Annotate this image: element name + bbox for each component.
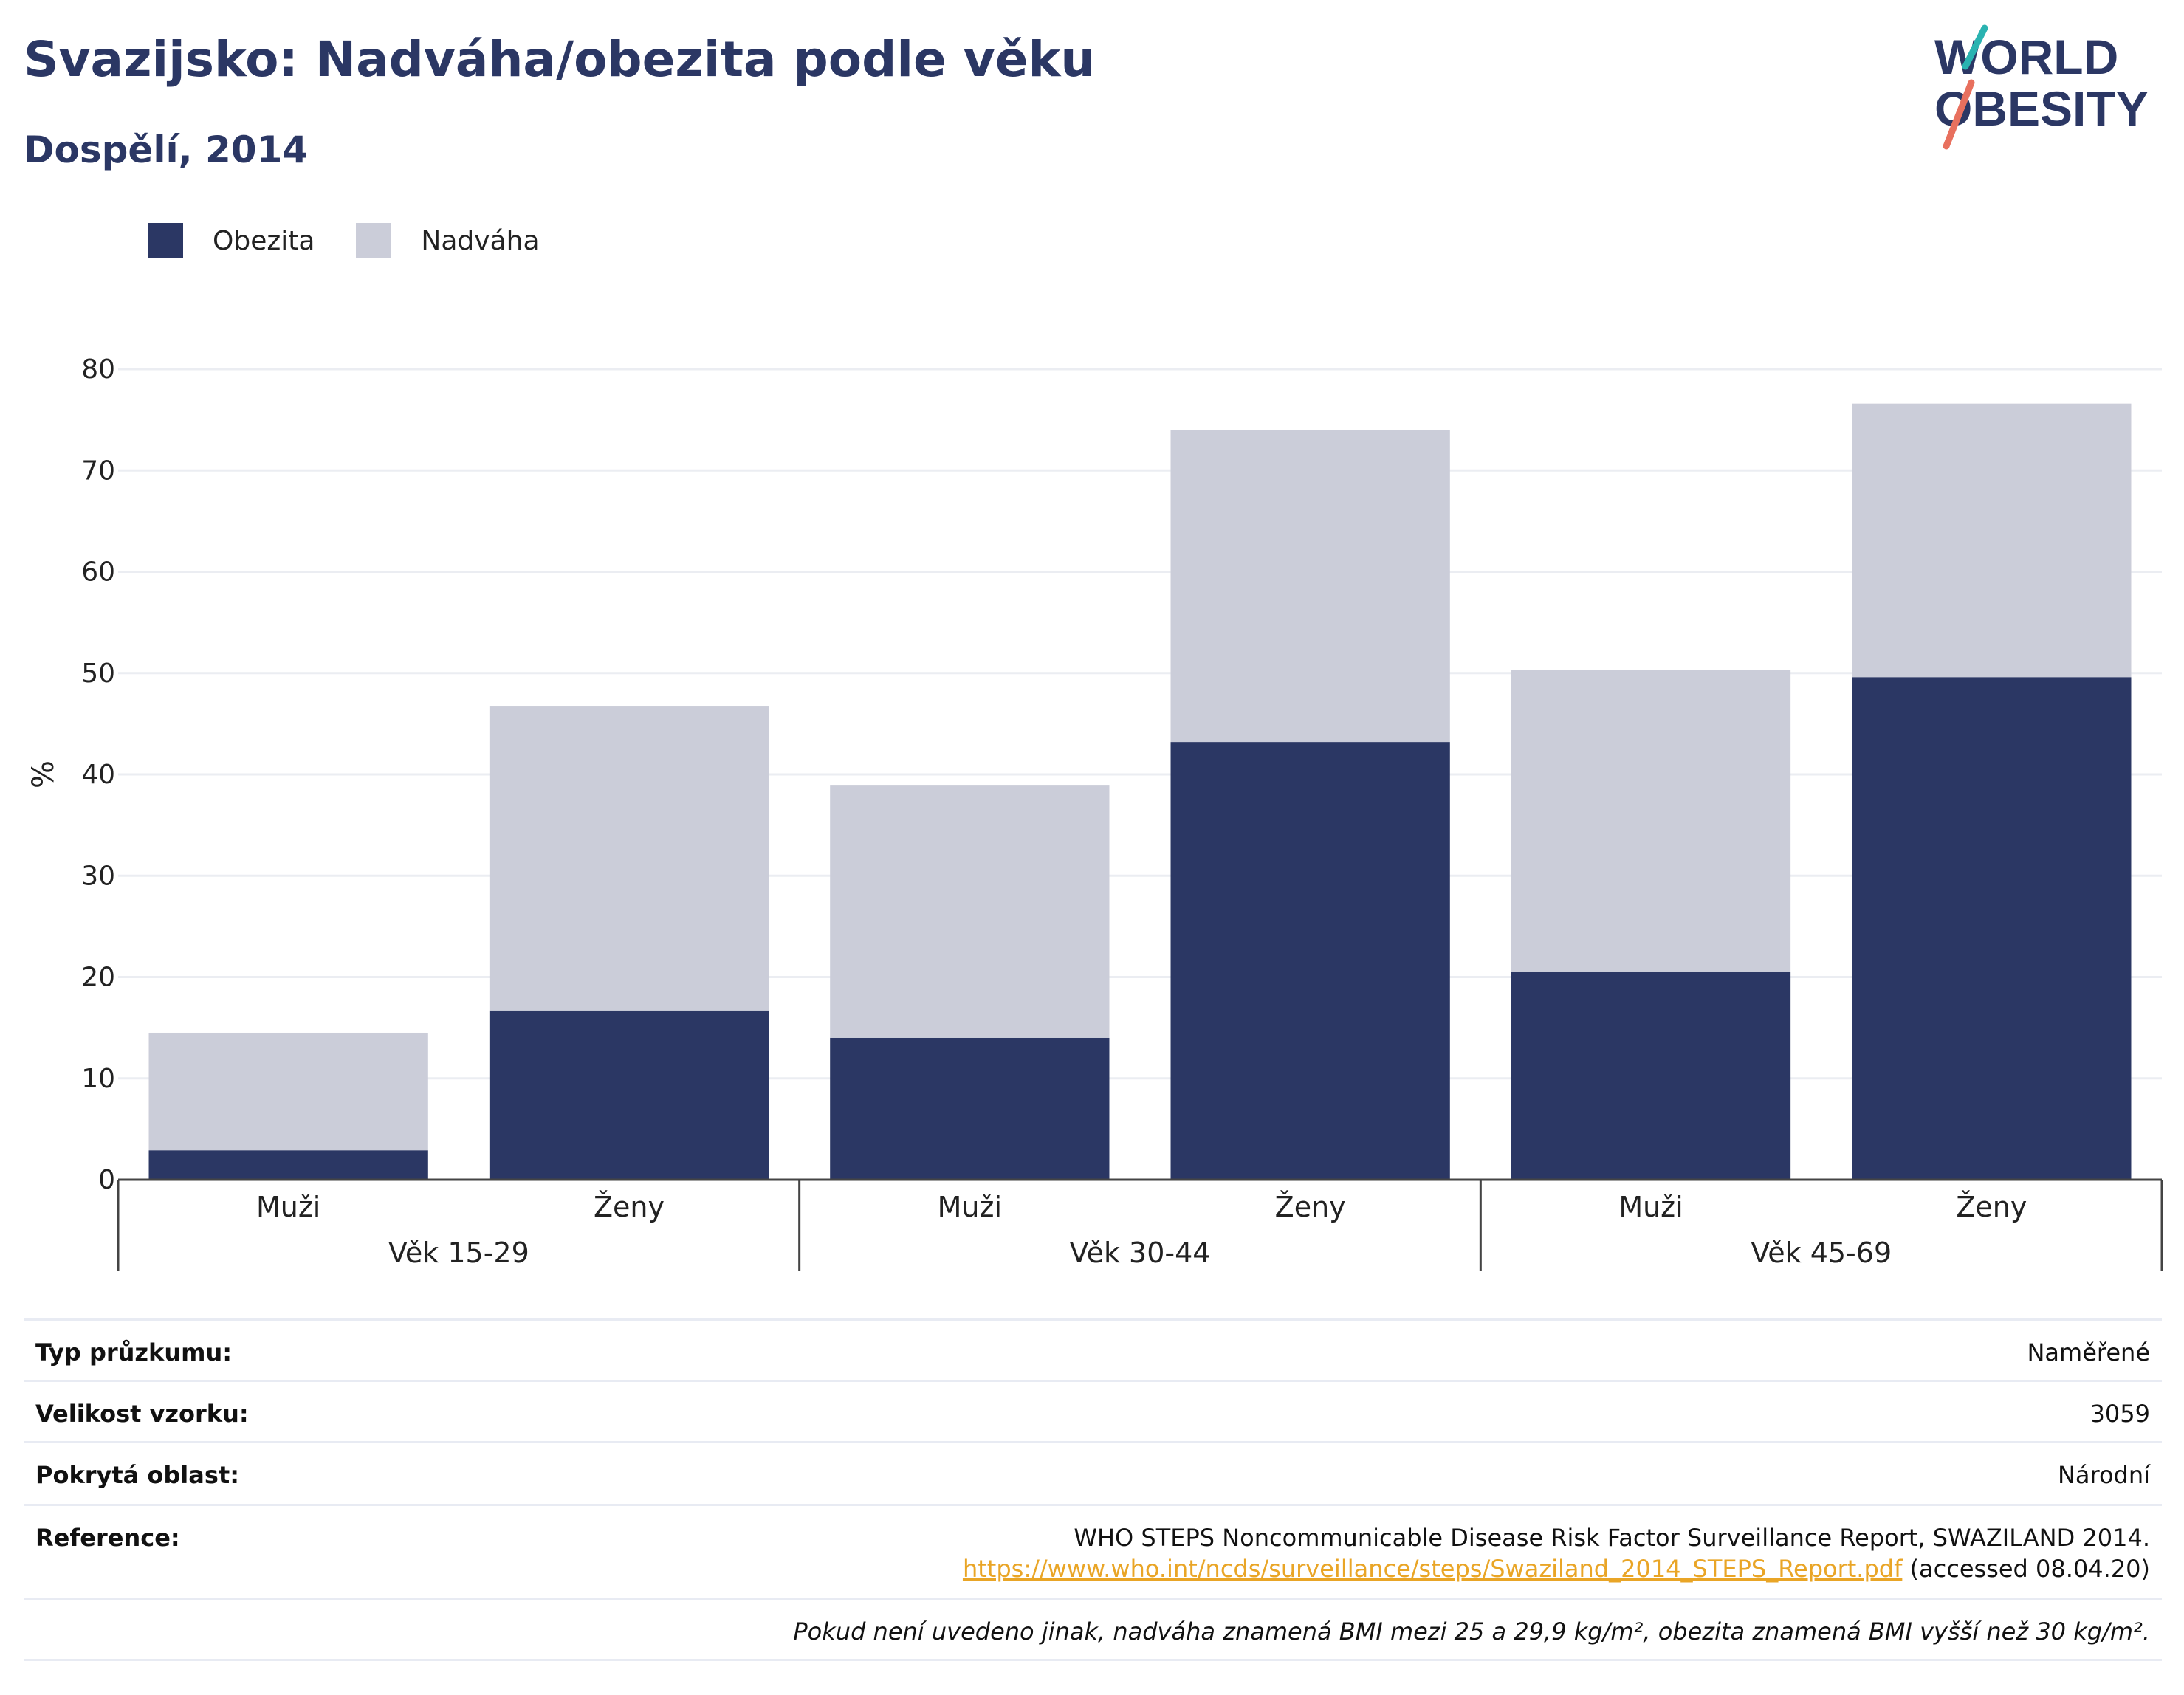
legend-item-obesity: Obezita xyxy=(148,223,315,258)
y-tick-label: 20 xyxy=(81,963,115,993)
x-tick-label: Ženy xyxy=(1275,1191,1346,1223)
survey-info-table: Typ průzkumu: Naměřené Velikost vzorku: … xyxy=(24,1318,2162,1661)
x-tick-label: Ženy xyxy=(1956,1191,2027,1223)
x-tick-label: Muži xyxy=(938,1191,1002,1223)
bar-overweight xyxy=(1170,430,1450,743)
legend-swatch-obesity xyxy=(148,223,183,258)
world-obesity-logo: WORLD OBESITY xyxy=(1934,24,2149,150)
bar-obesity xyxy=(489,1010,769,1180)
bar-overweight xyxy=(1511,670,1791,972)
page-title: Svazijsko: Nadváha/obezita podle věku xyxy=(24,31,1096,88)
chart-legend: Obezita Nadváha xyxy=(148,221,581,260)
bar-obesity xyxy=(148,1150,428,1180)
y-tick-label: 40 xyxy=(81,760,115,790)
sample-size-value: 3059 xyxy=(2089,1400,2150,1428)
coverage-label: Pokrytá oblast: xyxy=(35,1461,239,1489)
group-label: Věk 45-69 xyxy=(1751,1237,1892,1269)
bar-obesity xyxy=(1852,677,2132,1180)
y-tick-label: 60 xyxy=(81,557,115,588)
survey-type-label: Typ průzkumu: xyxy=(35,1338,233,1366)
sample-size-label: Velikost vzorku: xyxy=(35,1400,249,1428)
reference-link-line: https://www.who.int/ncds/surveillance/st… xyxy=(963,1555,2150,1583)
reference-link[interactable]: https://www.who.int/ncds/surveillance/st… xyxy=(962,1555,1903,1583)
x-tick-label: Muži xyxy=(256,1191,320,1223)
bar-overweight xyxy=(148,1032,428,1151)
definition-note: Pokud není uvedeno jinak, nadváha znamen… xyxy=(793,1617,2150,1646)
bar-chart: 0 10 20 30 40 50 60 70 80% Muži Ženy Muži Ženy Muži Že… xyxy=(27,354,2163,1271)
bar-overweight xyxy=(1852,403,2132,678)
survey-type-value: Naměřené xyxy=(2027,1338,2150,1366)
y-tick-label: 30 xyxy=(81,861,115,891)
group-label: Věk 15-29 xyxy=(388,1237,529,1269)
y-tick-label: 10 xyxy=(81,1064,115,1094)
bar-overweight xyxy=(830,785,1110,1038)
y-axis-label: % xyxy=(27,760,61,788)
group-label: Věk 30-44 xyxy=(1070,1237,1211,1269)
bar-obesity xyxy=(830,1037,1110,1180)
x-tick-label: Ženy xyxy=(594,1191,665,1223)
y-tick-label: 0 xyxy=(98,1165,115,1195)
legend-label-obesity: Obezita xyxy=(213,225,315,256)
y-tick-label: 50 xyxy=(81,659,115,689)
bar-obesity xyxy=(1511,972,1791,1180)
legend-item-overweight: Nadváha xyxy=(356,223,540,258)
bar-obesity xyxy=(1170,742,1450,1180)
reference-label: Reference: xyxy=(35,1524,180,1552)
info-row-note: Pokud není uvedeno jinak, nadváha znamen… xyxy=(24,1598,2162,1661)
page-subtitle: Dospělí, 2014 xyxy=(24,128,309,171)
info-row-reference: Reference: WHO STEPS Noncommunicable Dis… xyxy=(24,1504,2162,1598)
legend-label-overweight: Nadváha xyxy=(421,225,540,256)
x-tick-label: Muži xyxy=(1618,1191,1683,1223)
bar-overweight xyxy=(489,706,769,1011)
coverage-value: Národní xyxy=(2057,1461,2150,1489)
info-row-sample-size: Velikost vzorku: 3059 xyxy=(24,1380,2162,1441)
info-row-survey-type: Typ průzkumu: Naměřené xyxy=(24,1318,2162,1380)
svg-text:WORLD: WORLD xyxy=(1934,30,2118,84)
y-tick-label: 70 xyxy=(81,455,115,486)
legend-swatch-overweight xyxy=(356,223,392,258)
y-tick-label: 80 xyxy=(81,354,115,385)
reference-text: WHO STEPS Noncommunicable Disease Risk F… xyxy=(1074,1524,2150,1552)
info-row-coverage: Pokrytá oblast: Národní xyxy=(24,1441,2162,1504)
reference-accessed: (accessed 08.04.20) xyxy=(1902,1555,2150,1583)
